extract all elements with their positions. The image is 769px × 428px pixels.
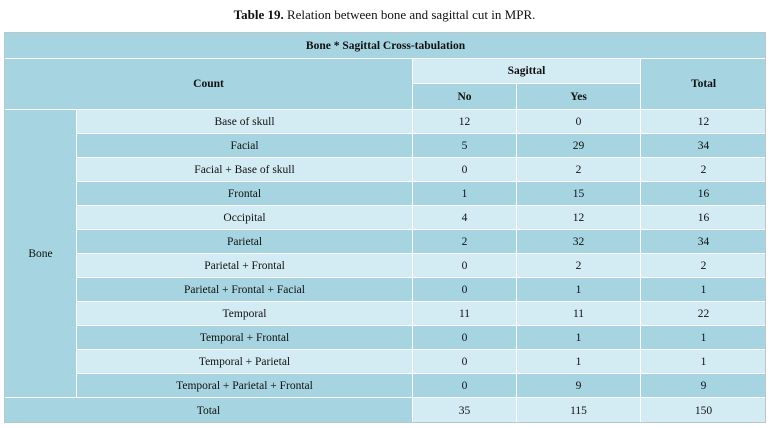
row-label: Temporal + Frontal xyxy=(76,325,413,350)
cell-total: 22 xyxy=(639,301,768,326)
cell-total: 34 xyxy=(639,229,768,254)
count-header: Count xyxy=(4,58,413,110)
table-row: Bone Base of skull 12 0 12 xyxy=(4,109,768,398)
cell-yes: 0 xyxy=(516,109,641,134)
total-row-label: Total xyxy=(4,397,413,424)
cell-no: 0 xyxy=(412,157,517,182)
total-row: Total 35 115 150 xyxy=(4,397,768,424)
cell-total: 16 xyxy=(639,181,768,206)
cell-yes: 15 xyxy=(516,181,641,206)
table-row: Temporal + Parietal 0 1 1 xyxy=(5,349,768,374)
cell-no: 0 xyxy=(412,373,517,398)
row-label: Base of skull xyxy=(76,109,413,134)
cell-no: 4 xyxy=(412,205,517,230)
cell-total: 1 xyxy=(639,277,768,302)
cell-total: 12 xyxy=(639,109,768,134)
cell-yes: 1 xyxy=(516,277,641,302)
row-label: Temporal + Parietal xyxy=(76,349,413,374)
total-header: Total xyxy=(639,58,768,110)
cell-total: 16 xyxy=(639,205,768,230)
sagittal-header: Sagittal xyxy=(412,58,641,84)
table-row: Frontal 1 15 16 xyxy=(5,181,768,206)
yes-header: Yes xyxy=(516,83,641,110)
cell-yes: 2 xyxy=(516,253,641,278)
table-row: Temporal + Frontal 0 1 1 xyxy=(5,325,768,350)
cell-no: 0 xyxy=(412,325,517,350)
table-row: Temporal 11 11 22 xyxy=(5,301,768,326)
cell-no: 2 xyxy=(412,229,517,254)
table-row: Facial 5 29 34 xyxy=(5,133,768,158)
cell-no: 0 xyxy=(412,253,517,278)
row-group-label: Bone xyxy=(4,109,77,398)
caption-label: Table 19. xyxy=(233,7,284,22)
cell-yes: 12 xyxy=(516,205,641,230)
cell-yes: 1 xyxy=(516,349,641,374)
cell-no: 1 xyxy=(412,181,517,206)
table-row: Parietal + Frontal + Facial 0 1 1 xyxy=(5,277,768,302)
cell-no: 0 xyxy=(412,349,517,374)
cell-total: 2 xyxy=(639,157,768,182)
cell-total: 34 xyxy=(639,133,768,158)
row-label: Facial + Base of skull xyxy=(76,157,413,182)
cell-yes: 9 xyxy=(516,373,641,398)
cell-total: 1 xyxy=(639,349,768,374)
row-label: Parietal xyxy=(76,229,413,254)
cell-yes: 2 xyxy=(516,157,641,182)
caption-text: Relation between bone and sagittal cut i… xyxy=(286,7,536,22)
table-row: Temporal + Parietal + Frontal 0 9 9 xyxy=(5,373,768,398)
cell-no: 11 xyxy=(412,301,517,326)
total-yes: 115 xyxy=(516,397,641,424)
cell-total: 1 xyxy=(639,325,768,350)
table-title: Bone * Sagittal Cross-tabulation xyxy=(3,32,768,59)
row-label: Occipital xyxy=(76,205,413,230)
row-label: Parietal + Frontal + Facial xyxy=(76,277,413,302)
row-label: Frontal xyxy=(76,181,413,206)
row-label: Parietal + Frontal xyxy=(76,253,413,278)
row-label: Temporal xyxy=(76,301,413,326)
row-label: Facial xyxy=(76,133,413,158)
table-caption: Table 19. Relation between bone and sagi… xyxy=(0,6,769,24)
total-total: 150 xyxy=(639,397,768,424)
no-header: No xyxy=(412,83,517,110)
cell-no: 5 xyxy=(412,133,517,158)
cell-no: 0 xyxy=(412,277,517,302)
cell-total: 2 xyxy=(639,253,768,278)
table-row: Parietal + Frontal 0 2 2 xyxy=(5,253,768,278)
cross-tabulation-table: Bone * Sagittal Cross-tabulation Count S… xyxy=(3,32,768,424)
cell-total: 9 xyxy=(639,373,768,398)
table-row: Parietal 2 32 34 xyxy=(5,229,768,254)
cell-yes: 32 xyxy=(516,229,641,254)
table-row: Facial + Base of skull 0 2 2 xyxy=(5,157,768,182)
cell-yes: 11 xyxy=(516,301,641,326)
cell-no: 12 xyxy=(412,109,517,134)
cell-yes: 1 xyxy=(516,325,641,350)
total-no: 35 xyxy=(412,397,517,424)
row-label: Temporal + Parietal + Frontal xyxy=(76,373,413,398)
table-row: Occipital 4 12 16 xyxy=(5,205,768,230)
cell-yes: 29 xyxy=(516,133,641,158)
